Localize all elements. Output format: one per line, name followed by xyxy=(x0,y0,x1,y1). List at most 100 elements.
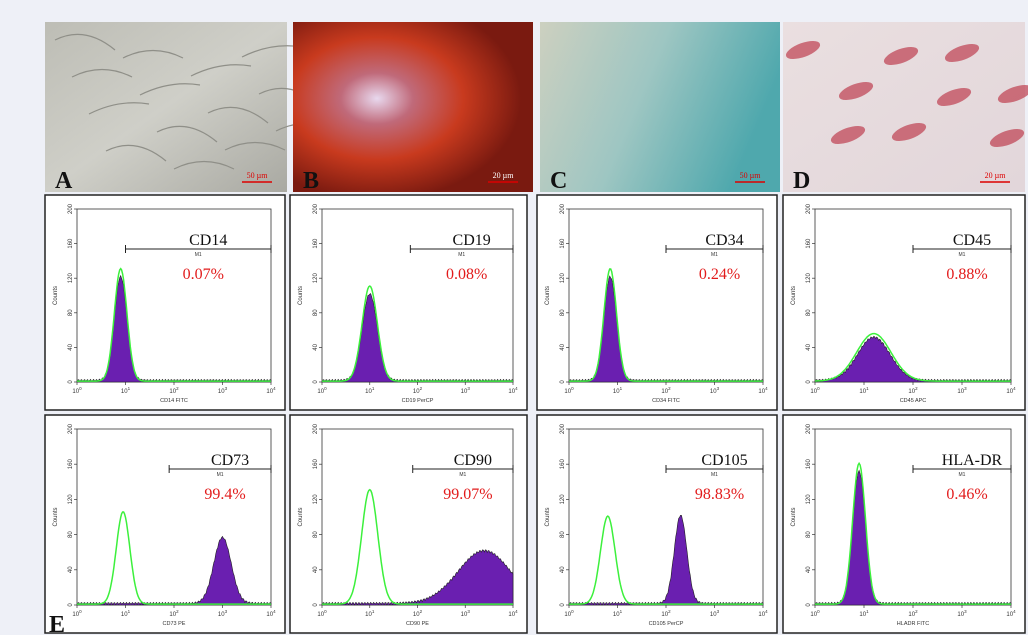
y-axis-label: Counts xyxy=(53,286,59,305)
x-tick-exp: 3 xyxy=(964,609,967,614)
x-tick-base: 10 xyxy=(957,612,964,618)
x-tick-exp: 3 xyxy=(467,386,470,391)
x-tick-base: 10 xyxy=(266,389,273,395)
x-tick-exp: 2 xyxy=(420,386,423,391)
x-axis-label: CD14 FITC xyxy=(160,398,188,404)
gate-label: M1 xyxy=(959,472,966,478)
x-tick-exp: 4 xyxy=(273,386,276,391)
x-tick-exp: 0 xyxy=(817,386,820,391)
x-tick-label: 101 xyxy=(613,609,623,618)
y-tick-label: 0 xyxy=(560,380,566,384)
x-tick-exp: 0 xyxy=(324,609,327,614)
histogram-panel: 04080120160200100101102103104CountsCD19 … xyxy=(289,194,528,411)
x-tick-label: 103 xyxy=(218,609,228,618)
y-tick-label: 0 xyxy=(560,603,566,607)
y-tick-label: 160 xyxy=(68,238,74,249)
y-tick-label: 120 xyxy=(560,494,566,505)
stain xyxy=(830,125,866,145)
cell xyxy=(122,49,184,59)
x-tick-base: 10 xyxy=(957,389,964,395)
x-axis-label: CD34 FITC xyxy=(652,398,680,404)
y-tick-label: 40 xyxy=(806,566,812,573)
y-tick-label: 200 xyxy=(806,203,812,214)
y-tick-label: 80 xyxy=(313,309,319,316)
y-tick-label: 120 xyxy=(68,273,74,284)
x-tick-label: 102 xyxy=(169,609,179,618)
x-tick-base: 10 xyxy=(72,612,79,618)
marker-name: CD73 xyxy=(211,452,249,469)
x-tick-label: 104 xyxy=(758,609,768,618)
y-axis-label: Counts xyxy=(545,286,551,305)
x-tick-base: 10 xyxy=(1006,389,1013,395)
y-tick-label: 80 xyxy=(806,531,812,538)
cell xyxy=(54,33,116,51)
x-tick-exp: 0 xyxy=(79,609,82,614)
x-tick-base: 10 xyxy=(365,612,372,618)
scale-label: 20 µm xyxy=(985,171,1007,180)
x-tick-label: 101 xyxy=(859,609,869,618)
y-tick-label: 200 xyxy=(806,423,812,434)
cell xyxy=(88,102,150,115)
x-tick-base: 10 xyxy=(218,389,225,395)
gate-label: M1 xyxy=(458,252,465,258)
y-tick-label: 120 xyxy=(313,494,319,505)
x-tick-exp: 0 xyxy=(79,386,82,391)
x-tick-label: 104 xyxy=(508,386,518,395)
x-tick-base: 10 xyxy=(564,612,571,618)
x-tick-base: 10 xyxy=(710,612,717,618)
stain xyxy=(944,43,980,63)
histogram-panel: 04080120160200100101102103104CountsCD90 … xyxy=(289,414,528,634)
x-tick-exp: 1 xyxy=(372,609,375,614)
x-tick-label: 102 xyxy=(908,609,918,618)
x-tick-exp: 2 xyxy=(176,386,179,391)
gate-label: M1 xyxy=(959,252,966,258)
x-tick-label: 100 xyxy=(564,386,574,395)
x-tick-base: 10 xyxy=(1006,612,1013,618)
stain xyxy=(838,81,874,101)
x-tick-label: 101 xyxy=(121,609,131,618)
y-tick-label: 40 xyxy=(68,343,74,350)
x-tick-base: 10 xyxy=(758,389,765,395)
scale-label: 50 µm xyxy=(740,171,762,180)
x-tick-label: 101 xyxy=(859,386,869,395)
x-tick-exp: 1 xyxy=(128,609,131,614)
gate-label: M1 xyxy=(195,252,202,258)
y-tick-label: 160 xyxy=(68,459,74,470)
x-tick-label: 101 xyxy=(365,386,375,395)
x-tick-label: 101 xyxy=(121,386,131,395)
x-tick-exp: 4 xyxy=(765,609,768,614)
cell xyxy=(190,64,252,77)
panel-frame xyxy=(536,194,778,411)
histogram-panel: 04080120160200100101102103104CountsCD34 … xyxy=(536,194,778,411)
y-axis-label: Counts xyxy=(298,286,304,305)
isotype-histogram xyxy=(815,332,1011,382)
y-tick-label: 160 xyxy=(313,459,319,470)
isotype-histogram xyxy=(815,461,1011,605)
x-tick-label: 103 xyxy=(218,386,228,395)
y-tick-label: 120 xyxy=(313,273,319,284)
gate-label: M1 xyxy=(459,472,466,478)
x-tick-base: 10 xyxy=(810,389,817,395)
gate-label: M1 xyxy=(711,472,718,478)
x-tick-exp: 1 xyxy=(620,386,623,391)
x-axis-label: CD45 APC xyxy=(900,398,927,404)
x-tick-label: 102 xyxy=(413,609,423,618)
y-tick-label: 80 xyxy=(560,531,566,538)
x-tick-base: 10 xyxy=(613,389,620,395)
x-axis-label: CD19 PerCP xyxy=(402,398,434,404)
y-tick-label: 120 xyxy=(806,273,812,284)
panel-frame xyxy=(44,414,286,634)
x-tick-base: 10 xyxy=(317,389,324,395)
x-axis-label: CD90 PE xyxy=(406,621,429,627)
cell xyxy=(71,68,133,78)
x-tick-base: 10 xyxy=(908,389,915,395)
x-tick-base: 10 xyxy=(121,389,128,395)
panel-frame xyxy=(782,414,1026,634)
panel-label: E xyxy=(49,612,65,635)
x-tick-label: 104 xyxy=(1006,609,1016,618)
x-tick-exp: 0 xyxy=(571,386,574,391)
x-tick-exp: 1 xyxy=(866,386,869,391)
y-tick-label: 0 xyxy=(313,380,319,384)
x-tick-base: 10 xyxy=(908,612,915,618)
